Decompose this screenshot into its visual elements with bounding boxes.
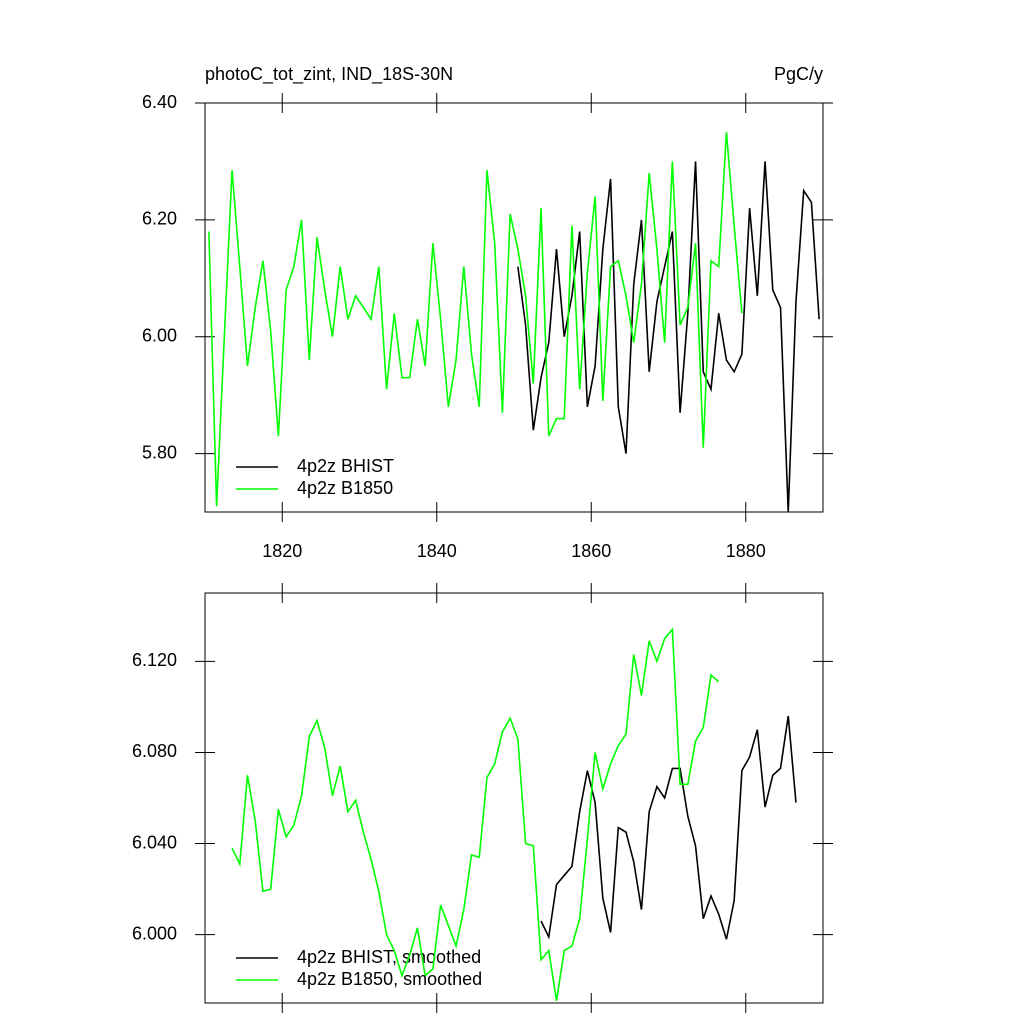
y-tick-label: 6.040 — [132, 832, 177, 852]
x-tick-label: 1880 — [726, 541, 766, 561]
data-line — [231, 627, 720, 1001]
x-tick-label: 1860 — [571, 541, 611, 561]
legend-label: 4p2z B1850 — [297, 478, 393, 498]
y-tick-label: 6.20 — [142, 209, 177, 229]
data-line — [517, 161, 820, 513]
y-tick-label: 6.080 — [132, 741, 177, 761]
y-tick-label: 6.120 — [132, 650, 177, 670]
plot-frame — [204, 102, 824, 513]
y-tick-label: 6.40 — [142, 92, 177, 112]
units-title: PgC/y — [774, 64, 823, 84]
x-tick-label: 1840 — [417, 541, 457, 561]
legend-label: 4p2z BHIST, smoothed — [297, 947, 481, 967]
y-tick-label: 6.000 — [132, 923, 177, 943]
data-line — [208, 132, 743, 507]
chart-title: photoC_tot_zint, IND_18S-30N — [205, 64, 453, 85]
y-tick-label: 6.00 — [142, 325, 177, 345]
plot-frame — [204, 592, 824, 1004]
data-line — [540, 715, 797, 940]
y-tick-label: 5.80 — [142, 442, 177, 462]
x-tick-label: 1820 — [262, 541, 302, 561]
legend-label: 4p2z BHIST — [297, 456, 394, 476]
legend-label: 4p2z B1850, smoothed — [297, 969, 482, 989]
